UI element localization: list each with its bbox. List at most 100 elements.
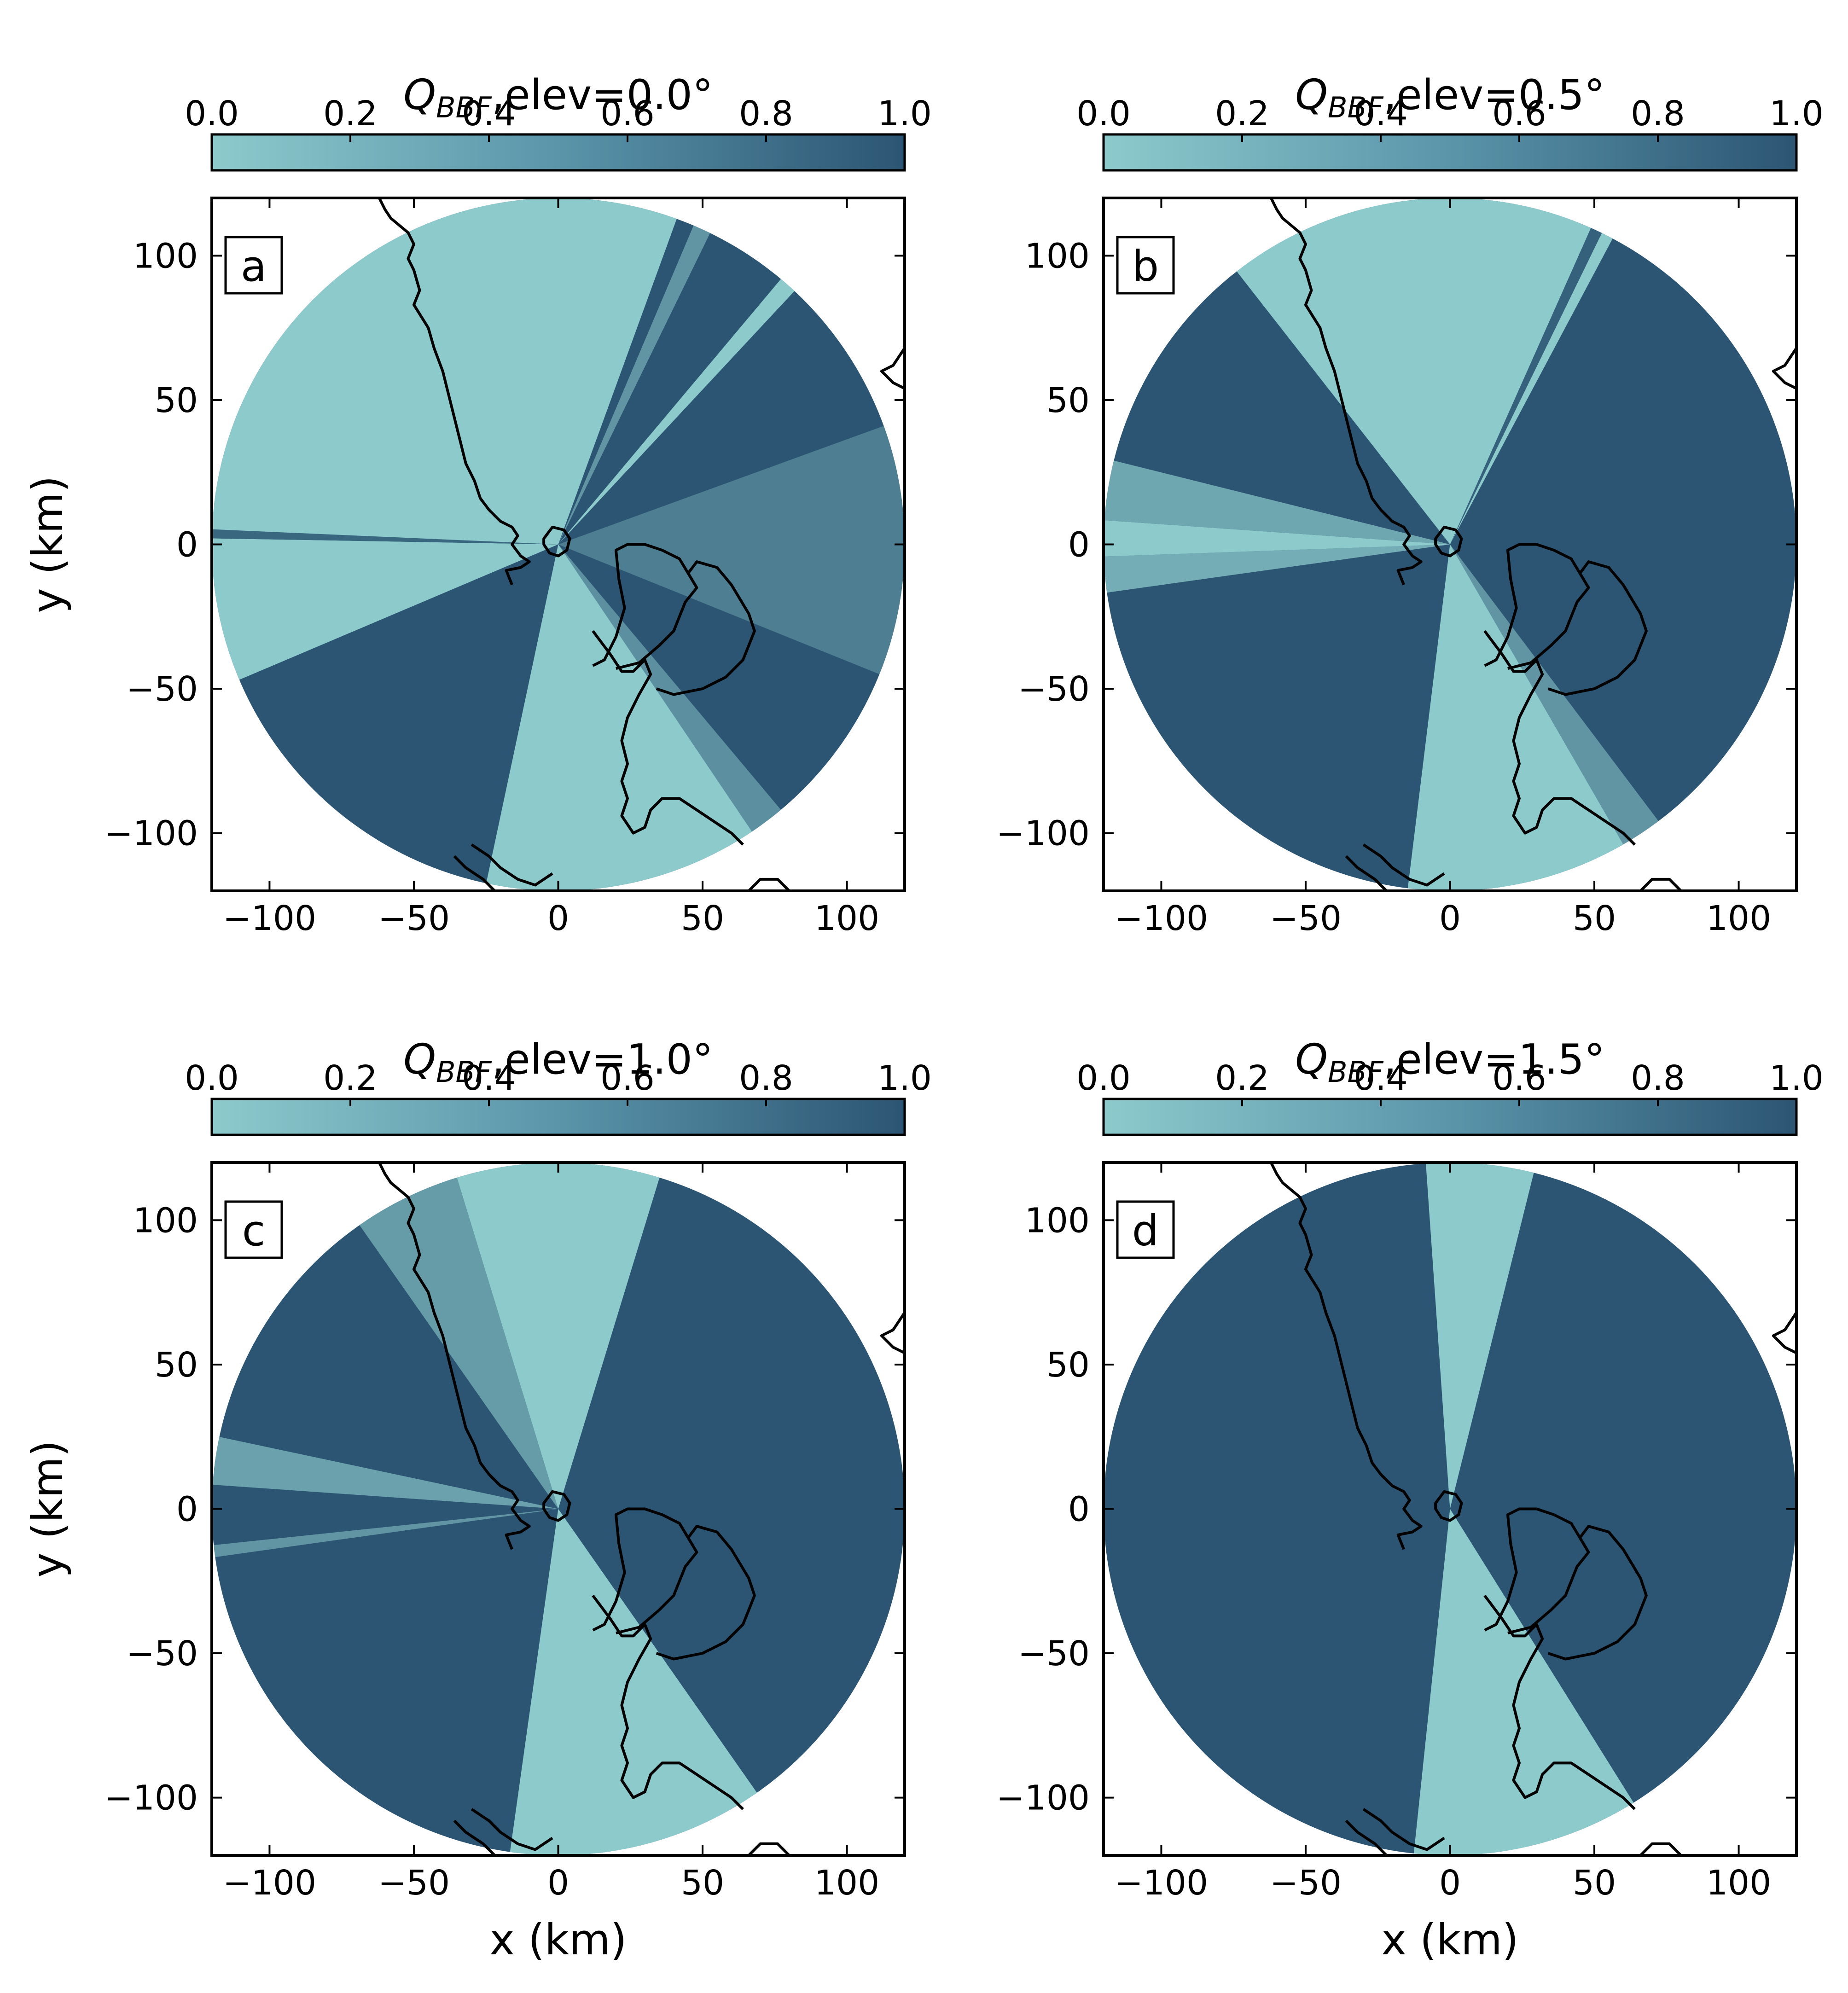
x-axis-label: x (km)	[489, 1915, 627, 1964]
x-tick-label: 100	[814, 899, 879, 938]
colorbar-tick-label: 0.0	[185, 1058, 239, 1098]
panel-label: b	[1132, 242, 1159, 291]
x-tick-label: 100	[1706, 899, 1771, 938]
y-tick-label: −50	[1018, 669, 1090, 709]
x-tick-label: −100	[223, 899, 316, 938]
y-tick-label: 50	[1046, 381, 1090, 420]
panel-d: QBBF,elev=1.5° 0.0 0.2 0.4 0.6 0.8 1.0 −100 −50 0…	[996, 1035, 1824, 1964]
colorbar-tick-label: 0.6	[600, 1058, 655, 1098]
beam-sector	[510, 1509, 757, 1855]
colorbar	[210, 1098, 906, 1136]
panel-title: QBBF,elev=0.5°	[1295, 71, 1605, 124]
panel-a: QBBF,elev=0.0° 0.0 0.2 0.4 0.6 0.8 1.0 −100 −50 0…	[23, 71, 932, 938]
panel-label: c	[242, 1206, 266, 1255]
colorbar-tick-label: 0.8	[739, 1058, 793, 1098]
title-subscript: BBF	[436, 1055, 492, 1089]
title-main: Q	[1295, 1035, 1328, 1084]
y-tick-label: 100	[133, 1201, 198, 1240]
y-tick-label: 0	[1068, 1490, 1090, 1529]
colorbar-tick-label: 0.4	[462, 94, 516, 134]
title-subscript: BBF	[436, 91, 492, 124]
beam-sector	[1104, 520, 1450, 557]
beam-sector	[212, 1437, 558, 1509]
x-tick-label: 0	[1439, 899, 1461, 938]
colorbar	[1102, 1098, 1798, 1136]
colorbar-tick-label: 0.0	[185, 94, 239, 134]
panel-title: QBBF,elev=0.0°	[403, 71, 713, 124]
beam-sector	[1237, 198, 1613, 545]
plot-area	[1104, 198, 1796, 891]
colorbar-tick-label: 0.6	[1492, 1058, 1546, 1098]
x-axis-label: x (km)	[1381, 1915, 1518, 1964]
title-main: Q	[403, 1035, 436, 1084]
y-tick-label: −100	[105, 1778, 198, 1818]
x-tick-label: 50	[681, 1863, 724, 1903]
colorbar	[1102, 133, 1798, 172]
plot-area	[212, 198, 905, 891]
y-axis-label: y (km)	[23, 476, 72, 613]
y-tick-label: 0	[176, 1490, 198, 1529]
x-tick-label: −50	[378, 899, 450, 938]
panel-title: QBBF,elev=1.0°	[403, 1035, 713, 1089]
beam-sector	[212, 538, 558, 680]
colorbar-tick-label: 0.2	[323, 94, 378, 134]
beam-sector	[1426, 1162, 1534, 1509]
panel-b: QBBF,elev=0.5° 0.0 0.2 0.4 0.6 0.8 1.0 −100 −50 0…	[996, 71, 1824, 938]
x-tick-label: 50	[1573, 1863, 1616, 1903]
panel-c: QBBF,elev=1.0° 0.0 0.2 0.4 0.6 0.8 1.0 −100 −50 0…	[23, 1035, 932, 1964]
y-tick-label: 0	[176, 525, 198, 565]
colorbar-tick-label: 1.0	[1769, 1058, 1824, 1098]
beam-sector	[214, 1509, 558, 1557]
panel-label-box	[224, 1200, 283, 1259]
beam-sector	[1450, 228, 1602, 545]
colorbar-tick-label: 0.8	[739, 94, 793, 134]
x-tick-label: 0	[1439, 1863, 1461, 1903]
y-tick-label: −50	[126, 669, 198, 709]
colorbar-tick-label: 0.4	[1354, 1058, 1408, 1098]
panel-label-box	[1116, 1200, 1175, 1259]
colorbar-tick-label: 0.0	[1076, 1058, 1131, 1098]
colorbar-tick-label: 0.8	[1631, 94, 1685, 134]
y-tick-label: −50	[126, 1634, 198, 1673]
y-tick-label: 50	[155, 381, 198, 420]
x-tick-label: −50	[1270, 1863, 1342, 1903]
title-rest: ,elev=0.0°	[492, 71, 713, 119]
beam-sector	[1104, 544, 1450, 593]
title-rest: ,elev=1.5°	[1383, 1035, 1605, 1084]
beam-sector	[558, 426, 905, 674]
colorbar-tick-label: 1.0	[878, 94, 932, 134]
title-rest: ,elev=1.0°	[492, 1035, 713, 1084]
panel-label-box	[224, 236, 283, 295]
colorbar	[210, 133, 906, 172]
x-tick-label: 0	[547, 1863, 569, 1903]
colorbar-tick-label: 0.0	[1076, 94, 1131, 134]
x-tick-label: 100	[814, 1863, 879, 1903]
panel-title: QBBF,elev=1.5°	[1295, 1035, 1605, 1089]
x-tick-label: 50	[1573, 899, 1616, 938]
colorbar-tick-label: 0.6	[1492, 94, 1546, 134]
colorbar-tick-label: 0.4	[1354, 94, 1408, 134]
beam-sector	[1104, 460, 1450, 545]
title-main: Q	[403, 71, 436, 119]
y-tick-label: −100	[105, 814, 198, 854]
y-tick-label: −100	[996, 814, 1090, 854]
colorbar-tick-label: 0.2	[323, 1058, 378, 1098]
y-tick-label: 50	[155, 1345, 198, 1385]
title-subscript: BBF	[1328, 1055, 1384, 1089]
y-axis-label: y (km)	[23, 1440, 72, 1577]
colorbar-tick-label: 0.2	[1215, 1058, 1269, 1098]
panel-label: d	[1132, 1206, 1159, 1255]
x-tick-label: −100	[1115, 899, 1208, 938]
beam-sector	[558, 225, 710, 545]
beam-sector	[1407, 544, 1623, 891]
colorbar-tick-label: 1.0	[1769, 94, 1824, 134]
x-tick-label: 100	[1706, 1863, 1771, 1903]
x-tick-label: −100	[1115, 1863, 1208, 1903]
plot-area	[212, 1162, 905, 1855]
title-subscript: BBF	[1328, 91, 1384, 124]
beam-sector	[486, 544, 752, 891]
plot-area	[1104, 1162, 1796, 1855]
title-rest: ,elev=0.5°	[1383, 71, 1605, 119]
beam-sector	[558, 279, 795, 545]
